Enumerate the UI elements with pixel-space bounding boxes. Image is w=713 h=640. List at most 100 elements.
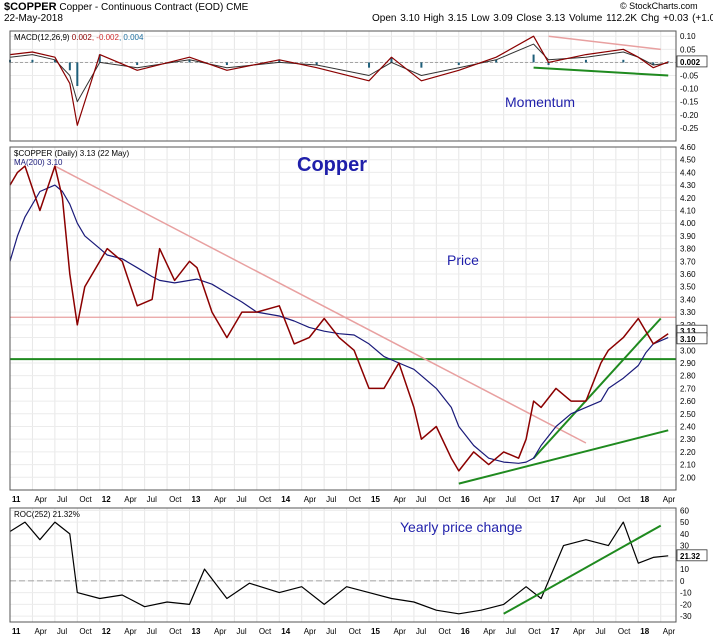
price-y-tick-label: 3.60 — [680, 270, 696, 279]
macd-y-tick-label: -0.10 — [680, 85, 699, 94]
price-y-tick-label: 2.40 — [680, 422, 696, 431]
price-x-tick-label: 16 — [461, 495, 470, 504]
roc-x-tick-label: Oct — [349, 627, 362, 636]
roc-x-tick-label: Oct — [438, 627, 451, 636]
roc-x-tick-label: Jul — [236, 627, 246, 636]
price-x-tick-label: 14 — [281, 495, 290, 504]
price-y-tick-label: 2.30 — [680, 435, 696, 444]
roc-y-tick-label: -30 — [680, 612, 692, 621]
roc-line — [9, 521, 669, 615]
momentum-annotation: Momentum — [505, 94, 575, 110]
price-x-tick-label: 18 — [640, 495, 649, 504]
copper-title: Copper — [297, 154, 367, 176]
roc-x-tick-label: Apr — [34, 627, 47, 636]
price-y-tick-label: 2.50 — [680, 410, 696, 419]
macd-y-tick-label: 0.10 — [680, 32, 696, 41]
price-x-tick-label: Oct — [528, 495, 541, 504]
symbol-label: $COPPER — [4, 1, 57, 13]
price-y-tick-label: 4.00 — [680, 219, 696, 228]
ma-legend: MA(200) 3.10 — [14, 158, 63, 167]
macd-panel-frame — [9, 30, 677, 142]
macd-trendline — [548, 35, 661, 51]
price-x-tick-label: Apr — [663, 495, 676, 504]
price-x-tick-label: Jul — [506, 495, 516, 504]
price-x-tick-label: Oct — [79, 495, 92, 504]
price-y-tick-label: 3.40 — [680, 295, 696, 304]
price-x-tick-label: Apr — [34, 495, 47, 504]
macd-y-tick-label: -0.25 — [680, 124, 699, 133]
price-y-tick-label: 3.30 — [680, 308, 696, 317]
price-x-tick-label: Apr — [304, 495, 317, 504]
price-legend: $COPPER (Daily) 3.13 (22 May) — [14, 149, 129, 158]
price-y-tick-label: 4.50 — [680, 156, 696, 165]
roc-x-tick-label: Apr — [483, 627, 496, 636]
roc-x-tick-label: Oct — [169, 627, 182, 636]
price-y-tick-label: 3.80 — [680, 245, 696, 254]
roc-x-tick-label: 11 — [12, 627, 21, 636]
macd-last-value-box — [676, 55, 708, 68]
price-x-tick-label: 13 — [192, 495, 201, 504]
roc-x-tick-label: Jul — [57, 627, 67, 636]
price-x-tick-label: 15 — [371, 495, 380, 504]
roc-x-tick-label: Apr — [663, 627, 676, 636]
price-x-tick-label: 12 — [102, 495, 111, 504]
price-x-tick-label: Apr — [483, 495, 496, 504]
price-x-tick-label: Apr — [573, 495, 586, 504]
macd-legend-part: 0.002 — [70, 33, 93, 42]
price-x-tick-label: Apr — [124, 495, 137, 504]
price-y-tick-label: 4.10 — [680, 207, 696, 216]
description-label: Copper - Continuous Contract (EOD) — [59, 2, 224, 13]
roc-x-tick-label: 16 — [461, 627, 470, 636]
price-y-tick-label: 3.70 — [680, 257, 696, 266]
price-y-tick-label: 4.40 — [680, 168, 696, 177]
roc-x-tick-label: Jul — [506, 627, 516, 636]
price-y-tick-label: 3.90 — [680, 232, 696, 241]
roc-x-tick-label: 13 — [192, 627, 201, 636]
roc-x-tick-label: Apr — [124, 627, 137, 636]
macd-legend: MACD(12,26,9) 0.002, -0.002, 0.004 — [14, 33, 144, 42]
roc-x-tick-label: Apr — [214, 627, 227, 636]
roc-y-tick-label: 40 — [680, 530, 689, 539]
price-x-tick-label: Oct — [438, 495, 451, 504]
roc-last-value-box — [676, 549, 708, 562]
macd-legend-part: , 0.004 — [119, 33, 144, 42]
roc-x-tick-label: Jul — [147, 627, 157, 636]
exchange-label: CME — [226, 2, 249, 13]
price-x-tick-label: Oct — [618, 495, 631, 504]
price-y-tick-label: 2.90 — [680, 359, 696, 368]
price-y-tick-label: 2.80 — [680, 372, 696, 381]
ma-last-value-box — [676, 332, 708, 345]
watermark: © StockCharts.com — [620, 1, 698, 11]
macd-y-tick-label: 0.05 — [680, 45, 696, 54]
price-x-tick-label: Jul — [57, 495, 67, 504]
roc-x-tick-label: 12 — [102, 627, 111, 636]
roc-y-tick-label: -20 — [680, 600, 692, 609]
price-y-tick-label: 4.20 — [680, 194, 696, 203]
price-x-tick-label: Jul — [416, 495, 426, 504]
price-y-tick-label: 2.60 — [680, 397, 696, 406]
roc-y-tick-label: 0 — [680, 577, 685, 586]
roc-y-tick-label: 30 — [680, 542, 689, 551]
roc-x-tick-label: 18 — [640, 627, 649, 636]
roc-x-tick-label: Oct — [259, 627, 272, 636]
price-y-tick-label: 2.00 — [680, 473, 696, 482]
ma-last-value: 3.10 — [680, 335, 696, 344]
price-trendline — [532, 317, 662, 459]
price-y-tick-label: 4.30 — [680, 181, 696, 190]
price-y-tick-label: 4.60 — [680, 143, 696, 152]
macd-last-value: 0.002 — [680, 58, 701, 67]
roc-x-tick-label: Apr — [573, 627, 586, 636]
macd-legend-part: MACD(12,26,9) — [14, 33, 70, 42]
roc-x-tick-label: Oct — [528, 627, 541, 636]
price-x-tick-label: 11 — [12, 495, 21, 504]
price-x-tick-label: Jul — [326, 495, 336, 504]
price-y-tick-label: 2.70 — [680, 384, 696, 393]
macd-line — [9, 35, 669, 126]
price-y-tick-label: 2.10 — [680, 461, 696, 470]
price-last-value: 3.13 — [680, 327, 696, 336]
macd-y-tick-label: -0.20 — [680, 111, 699, 120]
macd-y-tick-label: -0.05 — [680, 72, 699, 81]
ma200-line — [9, 184, 669, 464]
roc-x-tick-label: Apr — [304, 627, 317, 636]
